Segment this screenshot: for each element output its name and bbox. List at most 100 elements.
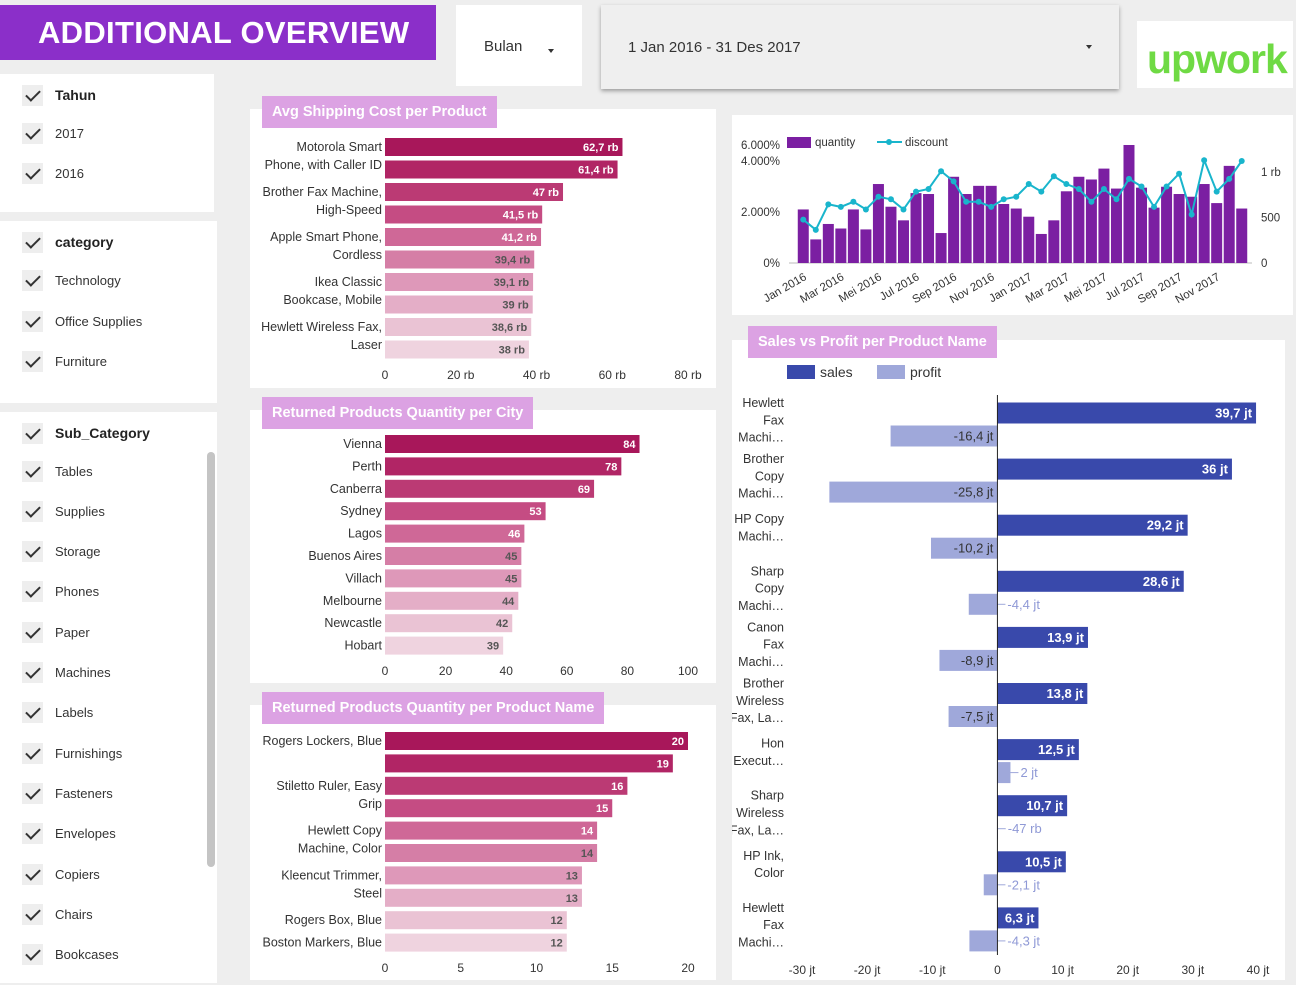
category-label: Newcastle [324, 616, 382, 630]
filter-item[interactable]: Fasteners [22, 782, 113, 804]
x-tick-label: 10 jt [1051, 963, 1074, 977]
filter-tahun: Tahun 2017 2016 [0, 74, 214, 212]
profit-label: -25,8 jt [954, 485, 994, 500]
checkbox-icon[interactable] [22, 231, 43, 253]
x-tick-label: 0 [382, 961, 389, 975]
x-tick-label: 20 [681, 961, 695, 975]
category-label: Canberra [330, 482, 382, 496]
checkbox-icon[interactable] [22, 269, 43, 291]
checkbox-icon[interactable] [22, 310, 43, 332]
bar [385, 636, 504, 655]
sales-bar [997, 739, 1079, 761]
data-label: 38 rb [499, 345, 526, 357]
date-range-picker[interactable]: 1 Jan 2016 - 31 Des 2017 [601, 5, 1119, 89]
checkbox-icon[interactable] [22, 823, 43, 845]
filter-item[interactable]: Furniture [22, 350, 107, 372]
category-label: Perth [352, 459, 382, 473]
discount-point [875, 193, 882, 200]
bar [835, 228, 847, 263]
filter-tahun-header[interactable]: Tahun [22, 84, 96, 106]
profit-bar [968, 593, 998, 615]
filter-item[interactable]: Copiers [22, 863, 100, 885]
filter-item[interactable]: Storage [22, 541, 101, 563]
discount-point [1013, 193, 1020, 200]
filter-scrollbar[interactable] [207, 452, 215, 867]
checkbox-icon[interactable] [22, 863, 43, 885]
checkbox-icon[interactable] [22, 422, 43, 444]
bar [385, 614, 513, 633]
bar [385, 205, 543, 224]
category-label: Machi… [738, 431, 784, 445]
category-label: Melbourne [323, 594, 382, 608]
y-right-tick-label: 1 rb [1261, 167, 1281, 179]
checkbox-icon[interactable] [22, 621, 43, 643]
checkbox-icon[interactable] [22, 581, 43, 603]
x-tick-label: 30 jt [1182, 963, 1205, 977]
profit-label: -4,3 jt [1007, 933, 1040, 948]
checkbox-icon[interactable] [22, 944, 43, 966]
profit-label: -10,2 jt [954, 541, 994, 556]
data-label: 45 [505, 573, 517, 585]
chevron-down-icon [1086, 45, 1092, 49]
filter-item[interactable]: Technology [22, 269, 121, 291]
category-label: Stiletto Ruler, Easy [276, 779, 382, 793]
checkbox-icon[interactable] [22, 350, 43, 372]
bar [385, 866, 582, 885]
filter-item[interactable]: Supplies [22, 500, 105, 522]
chevron-down-icon [548, 49, 554, 53]
sales-label: 6,3 jt [1005, 910, 1035, 925]
checkbox-icon[interactable] [22, 903, 43, 925]
checkbox-icon[interactable] [22, 500, 43, 522]
category-label: Copy [755, 582, 785, 596]
profit-bar [969, 930, 998, 952]
x-tick-label: -30 jt [789, 963, 816, 977]
filter-sub-category: Sub_Category Tables Supplies Storage Phones… [0, 412, 217, 983]
filter-item[interactable]: Tables [22, 460, 93, 482]
data-label: 14 [581, 826, 594, 838]
data-label: 13 [566, 893, 578, 905]
filter-item[interactable]: Office Supplies [22, 310, 142, 332]
upwork-logo: upwork [1137, 21, 1293, 88]
checkbox-icon[interactable] [22, 702, 43, 724]
filter-category-header[interactable]: category [22, 231, 113, 253]
bar [985, 185, 997, 263]
checkbox-icon[interactable] [22, 742, 43, 764]
filter-item[interactable]: Chairs [22, 903, 93, 925]
filter-item[interactable]: 2016 [22, 162, 84, 184]
profit-label: -4,4 jt [1007, 597, 1040, 612]
checkbox-icon[interactable] [22, 782, 43, 804]
checkbox-icon[interactable] [22, 460, 43, 482]
filter-item[interactable]: Furnishings [22, 742, 122, 764]
filter-item[interactable]: 2017 [22, 122, 84, 144]
upwork-logo-text: upwork [1147, 36, 1288, 82]
filter-sub-category-header[interactable]: Sub_Category [22, 422, 150, 444]
x-tick-label: 40 rb [523, 368, 551, 382]
granularity-dropdown[interactable]: Bulan [456, 5, 582, 86]
checkbox-icon[interactable] [22, 662, 43, 683]
data-label: 12 [551, 938, 563, 950]
checkbox-icon[interactable] [22, 122, 43, 144]
sales-profit-chart: sales profit 39,7 jt -16,4 jt Hewlett Fax Mach… [730, 364, 1270, 977]
filter-item[interactable]: Bookcases [22, 944, 119, 966]
filter-item[interactable]: Phones [22, 581, 99, 603]
sales-label: 13,9 jt [1047, 630, 1085, 645]
checkbox-icon[interactable] [22, 84, 43, 106]
filter-item[interactable]: Paper [22, 621, 90, 643]
checkbox-icon[interactable] [22, 541, 43, 563]
bar [1148, 207, 1160, 263]
category-label: Wireless [736, 694, 784, 708]
category-label: Machi… [738, 599, 784, 613]
upwork-logo-mark: upwork [1147, 36, 1289, 82]
checkbox-icon[interactable] [22, 162, 43, 184]
sales-label: 29,2 jt [1147, 518, 1185, 533]
bar [385, 340, 529, 359]
filter-item[interactable]: Labels [22, 702, 93, 724]
city-chart-panel: 84 78 69 53 46 45 45 44 42 39 Vienna Perth Canberra S… [250, 410, 716, 683]
filter-item[interactable]: Envelopes [22, 823, 116, 845]
category-label: Machi… [738, 487, 784, 501]
filter-item[interactable]: Machines [22, 662, 111, 683]
sales-profit-chart-panel: sales profit 39,7 jt -16,4 jt Hewlett Fax Mach… [730, 340, 1285, 980]
profit-bar [948, 706, 998, 727]
discount-point [1025, 180, 1032, 187]
x-tick-label: Mei 2016 [837, 271, 884, 305]
